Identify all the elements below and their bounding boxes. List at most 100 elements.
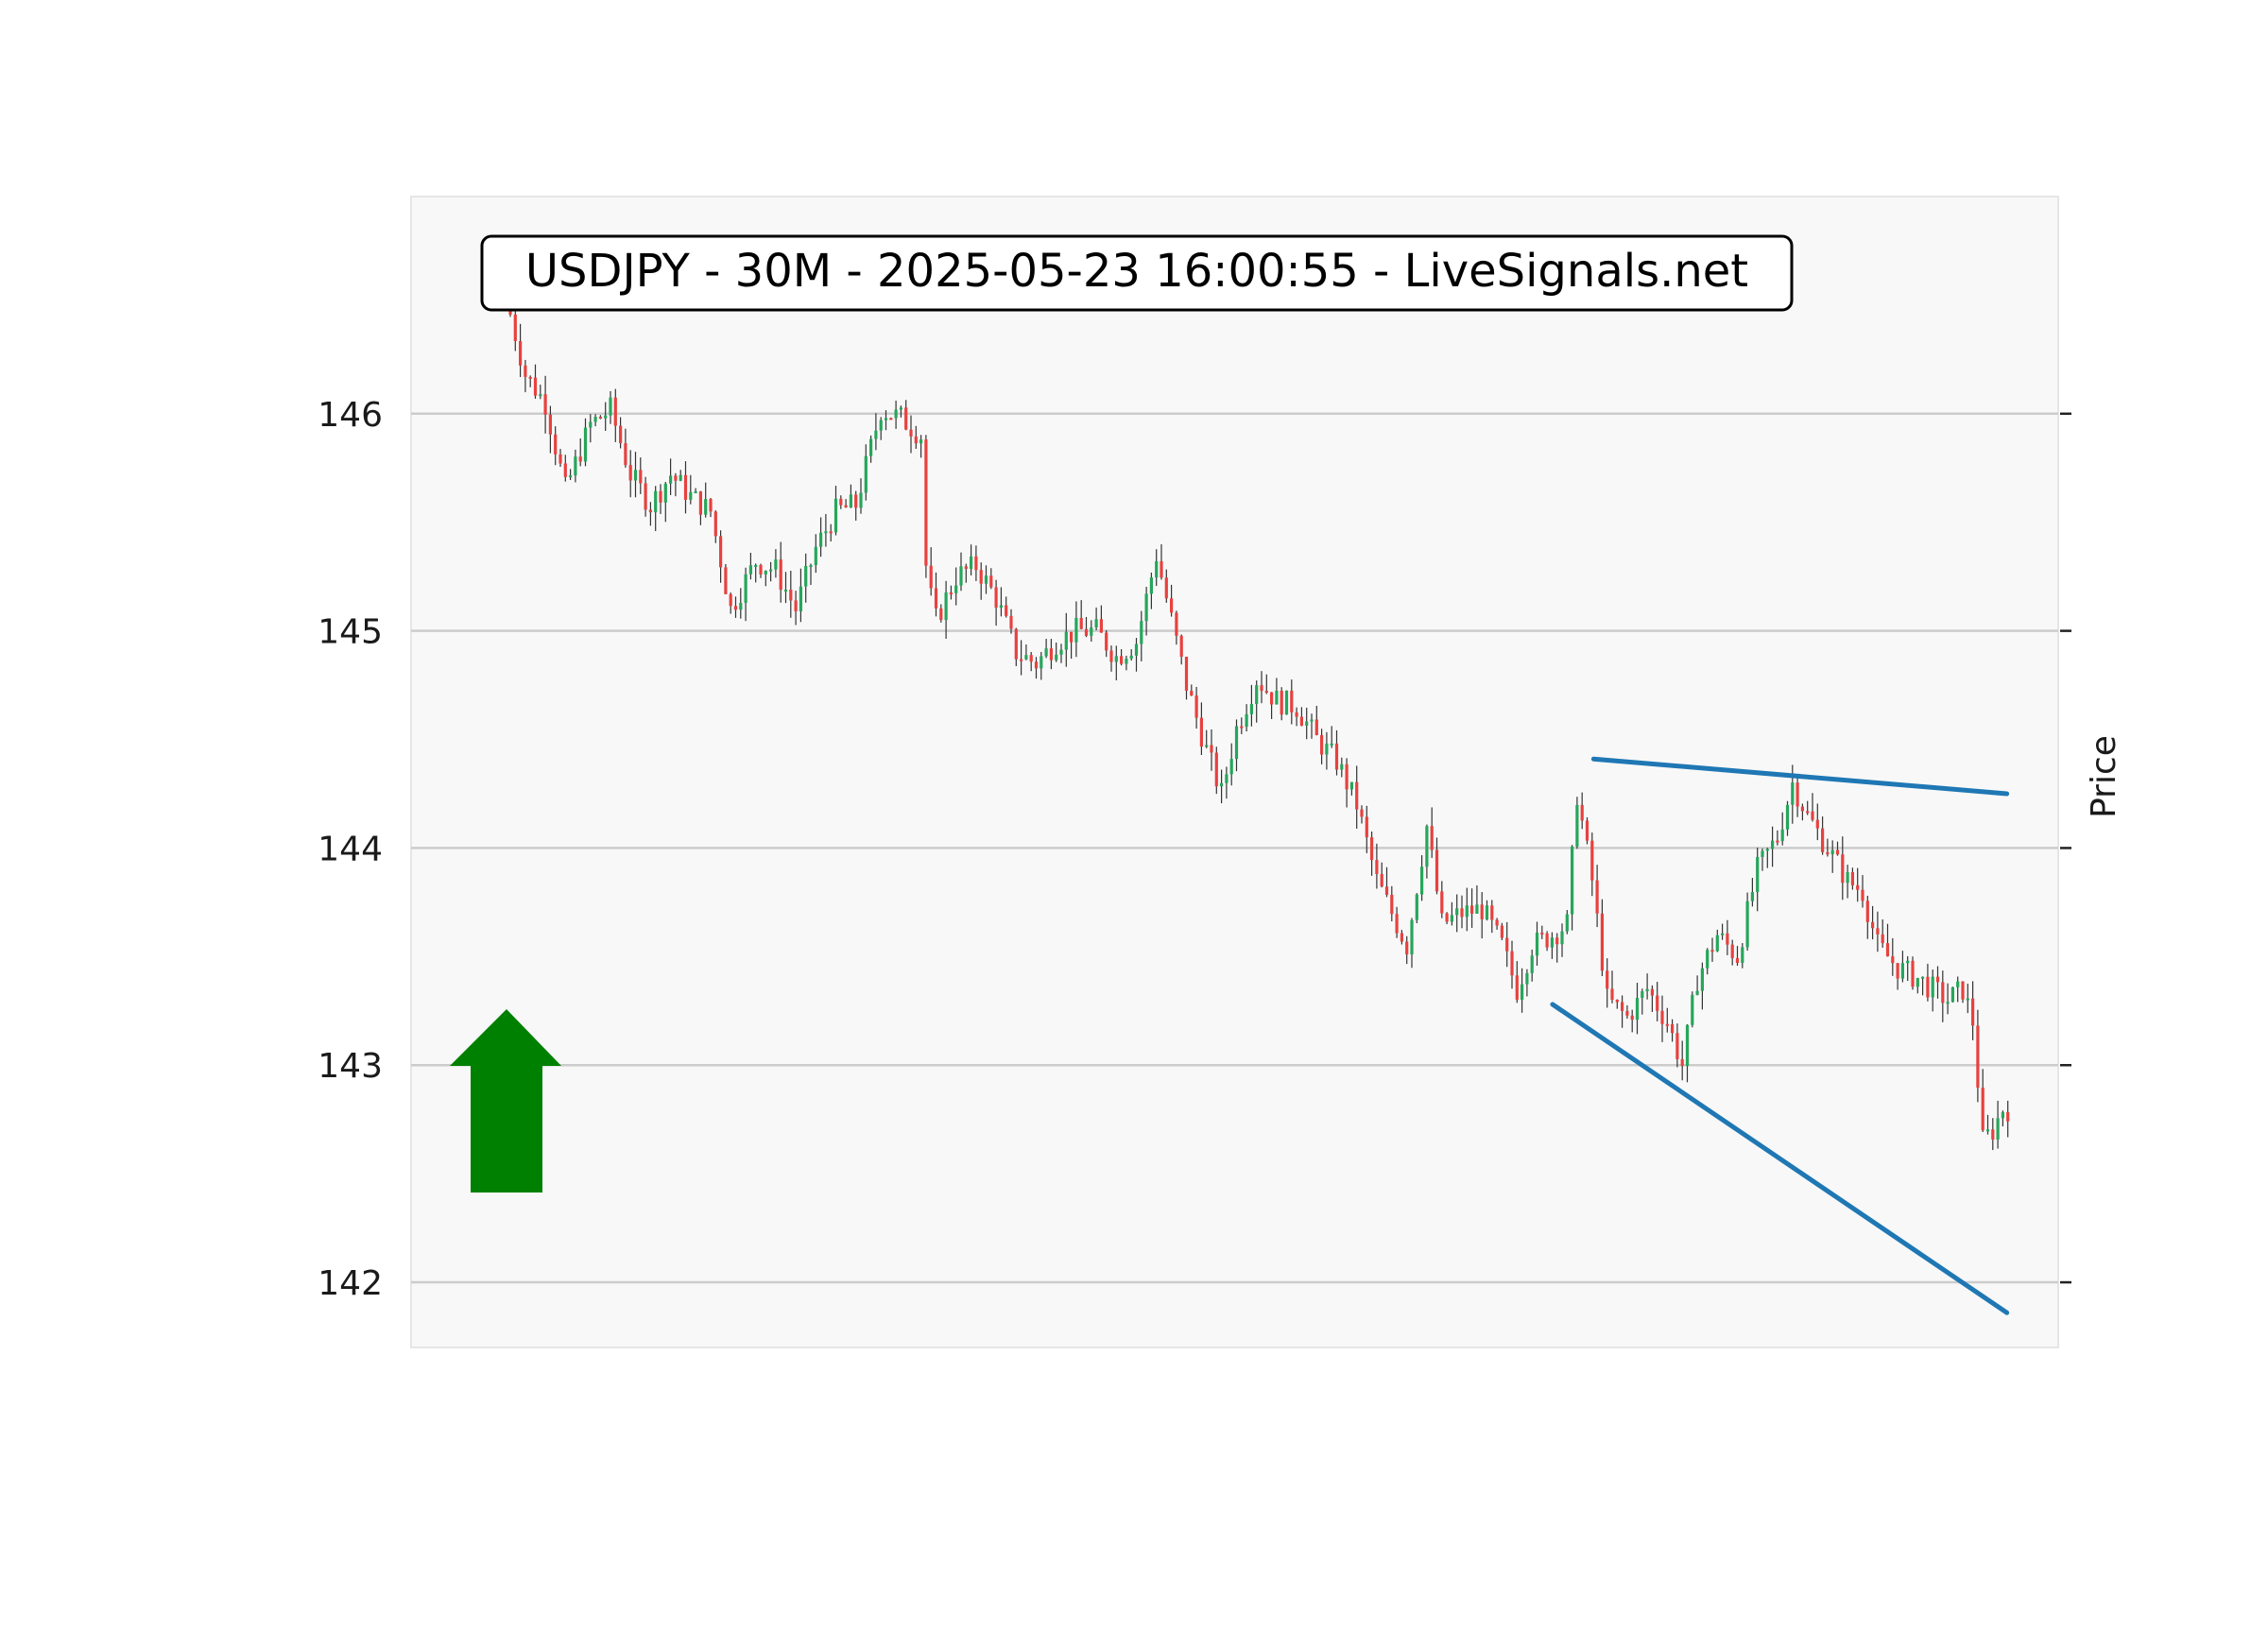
y-tick-label: 143 bbox=[318, 1047, 383, 1086]
candle-body bbox=[799, 586, 802, 611]
candle-body bbox=[1806, 811, 1810, 814]
candle-body bbox=[829, 531, 833, 534]
candle-body bbox=[1981, 1088, 1984, 1131]
candle-body bbox=[1245, 713, 1248, 728]
candle-body bbox=[1606, 970, 1609, 989]
candle-body bbox=[844, 505, 848, 508]
candle-body bbox=[1455, 908, 1459, 916]
candle-body bbox=[1780, 829, 1784, 842]
candle-body bbox=[754, 564, 758, 567]
candle-body bbox=[1776, 840, 1779, 843]
candle-body bbox=[1470, 905, 1474, 914]
candle-body bbox=[1395, 914, 1399, 934]
candle-body bbox=[1184, 657, 1189, 692]
candle-body bbox=[1641, 991, 1644, 998]
candle-body bbox=[733, 606, 738, 610]
candle-body bbox=[889, 418, 893, 420]
trendlines bbox=[1550, 756, 2010, 1315]
candle-body bbox=[1665, 1023, 1669, 1026]
candle-body bbox=[1460, 908, 1464, 918]
candle-body bbox=[694, 491, 697, 494]
candle-body bbox=[1941, 982, 1945, 1004]
y-tick-label: 146 bbox=[318, 396, 383, 435]
candle-body bbox=[1205, 745, 1209, 747]
candle-body bbox=[574, 456, 577, 476]
candle-body bbox=[1084, 628, 1089, 636]
candle-body bbox=[1510, 951, 1514, 976]
candle-body bbox=[663, 483, 667, 503]
candle-body bbox=[1340, 764, 1344, 770]
candle-body bbox=[984, 575, 988, 584]
candle-body bbox=[1656, 995, 1659, 1011]
candle-body bbox=[1815, 819, 1819, 829]
candle-body bbox=[979, 570, 983, 584]
candle-body bbox=[539, 394, 542, 397]
candle-body bbox=[944, 592, 948, 621]
candle-body bbox=[1129, 655, 1133, 659]
buy-signal-arrow-icon bbox=[450, 1009, 561, 1192]
candle-body bbox=[879, 420, 883, 431]
candle-body bbox=[774, 559, 778, 570]
candle-body bbox=[1835, 849, 1840, 855]
candle-body bbox=[1249, 704, 1253, 714]
candle-body bbox=[1175, 612, 1178, 636]
candle-body bbox=[1935, 976, 1940, 983]
candle-body bbox=[814, 546, 817, 566]
candle-body bbox=[648, 509, 652, 513]
candle-body bbox=[1384, 886, 1389, 895]
candle-body bbox=[1149, 577, 1153, 594]
candle-body bbox=[613, 397, 617, 426]
candle-body bbox=[959, 566, 963, 586]
candle-body bbox=[1950, 987, 1954, 1003]
candle-body bbox=[524, 365, 527, 377]
candle-body bbox=[1721, 933, 1725, 935]
candle-body bbox=[764, 571, 767, 575]
candle-body bbox=[854, 494, 858, 508]
candle-body bbox=[1160, 560, 1163, 578]
candle-body bbox=[964, 566, 968, 570]
candle-body bbox=[1555, 937, 1559, 945]
candle-body bbox=[1194, 695, 1198, 718]
candle-body bbox=[1299, 716, 1303, 726]
candle-body bbox=[1856, 884, 1860, 890]
candle-body bbox=[1225, 774, 1228, 783]
candle-body bbox=[628, 465, 632, 481]
candle-body bbox=[1270, 692, 1274, 705]
candle-body bbox=[869, 438, 873, 456]
candle-body bbox=[1585, 820, 1589, 841]
candle-body bbox=[1726, 933, 1729, 945]
candle-body bbox=[528, 376, 532, 379]
candles bbox=[508, 283, 2010, 1151]
candle-body bbox=[633, 470, 638, 481]
candle-body bbox=[1785, 804, 1790, 830]
candle-body bbox=[1791, 782, 1795, 805]
candle-body bbox=[974, 556, 978, 571]
candle-body bbox=[2006, 1111, 2010, 1122]
candle-body bbox=[1029, 655, 1033, 662]
candle-body bbox=[859, 492, 863, 508]
candle-body bbox=[1220, 782, 1224, 787]
candle-body bbox=[1971, 998, 1975, 1026]
candle-body bbox=[1700, 968, 1704, 991]
candle-body bbox=[1284, 690, 1289, 715]
candle-body bbox=[1956, 981, 1960, 987]
candle-body bbox=[1715, 935, 1719, 952]
candle-body bbox=[1580, 804, 1584, 821]
resistance-trendline bbox=[1590, 756, 2010, 797]
candle-body bbox=[1020, 659, 1023, 661]
candle-body bbox=[1921, 976, 1925, 979]
candle-body bbox=[1565, 914, 1569, 932]
candle-body bbox=[1330, 743, 1333, 746]
candle-body bbox=[1305, 721, 1309, 726]
candle-body bbox=[1671, 1023, 1675, 1034]
candle-body bbox=[1675, 1033, 1679, 1059]
candle-body bbox=[1550, 937, 1554, 948]
title-box bbox=[480, 234, 1794, 312]
candle-body bbox=[1049, 648, 1053, 661]
candle-body bbox=[1495, 919, 1499, 926]
candle-body bbox=[713, 511, 717, 537]
candle-body bbox=[1370, 837, 1374, 861]
candle-body bbox=[1255, 685, 1259, 705]
candle-body bbox=[739, 602, 743, 610]
